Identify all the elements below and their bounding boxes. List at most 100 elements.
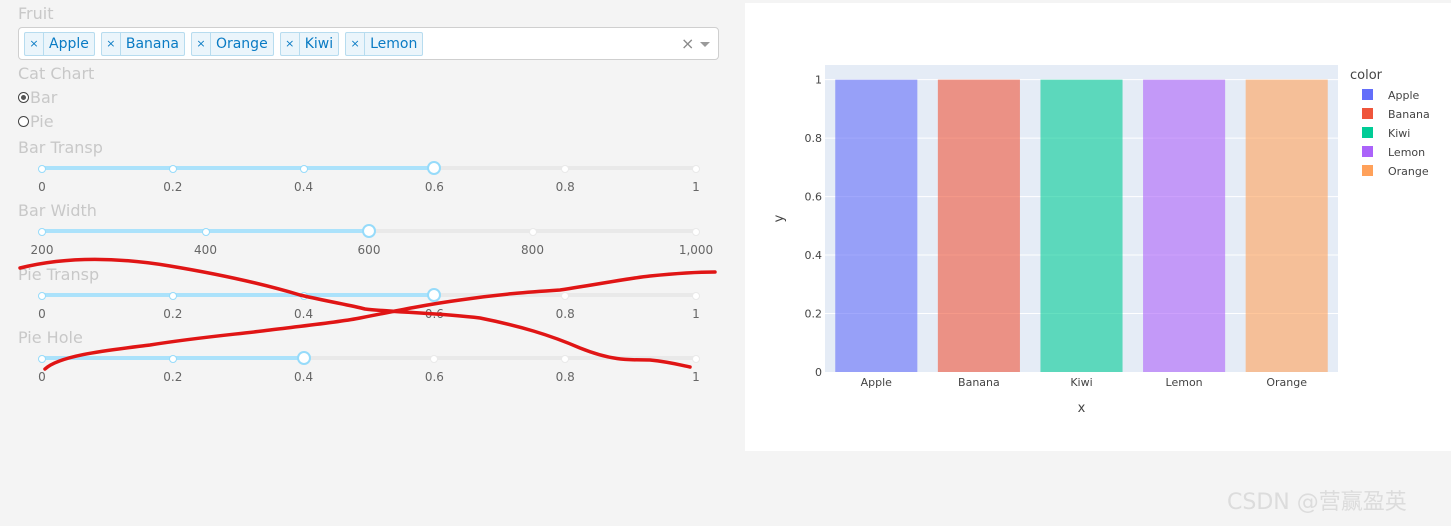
pie-hole-label: Pie Hole <box>18 328 83 347</box>
slider-dot[interactable] <box>299 292 308 300</box>
legend-swatch <box>1362 165 1373 176</box>
slider-mark-label[interactable]: 0.4 <box>294 370 314 384</box>
slider-mark-label[interactable]: 0 <box>38 370 46 384</box>
fruit-tag-label: Kiwi <box>304 36 334 52</box>
slider-dot[interactable] <box>299 165 308 173</box>
remove-tag-icon[interactable]: × <box>192 33 211 55</box>
slider-mark-label[interactable]: 0.2 <box>163 370 183 384</box>
slider-mark-label[interactable]: 200 <box>30 243 54 257</box>
slider-dot[interactable] <box>168 355 177 363</box>
legend-item-label: Kiwi <box>1388 127 1410 140</box>
x-tick-label: Apple <box>861 376 893 389</box>
slider-handle[interactable] <box>427 161 442 175</box>
legend-swatch <box>1362 146 1373 157</box>
fruit-dropdown[interactable]: × Apple × Banana × Orange × Kiwi × Lemon × <box>18 27 719 60</box>
slider-mark-label[interactable]: 0 <box>38 307 46 321</box>
slider-dot[interactable] <box>561 355 570 363</box>
slider-dot[interactable] <box>38 165 46 173</box>
remove-tag-icon[interactable]: × <box>25 33 44 55</box>
slider-handle[interactable] <box>362 224 376 238</box>
slider-handle[interactable] <box>296 351 311 365</box>
slider-mark-label[interactable]: 0.2 <box>163 307 183 321</box>
fruit-tag: × Apple <box>24 32 95 56</box>
slider-dot[interactable] <box>561 165 570 173</box>
slider-track <box>42 166 435 170</box>
legend-swatch <box>1362 108 1373 119</box>
x-tick-label: Kiwi <box>1070 376 1092 389</box>
slider-dot[interactable] <box>692 165 700 173</box>
slider-mark-label[interactable]: 400 <box>194 243 217 257</box>
y-tick-label: 0.8 <box>805 132 823 145</box>
pie-transp-label: Pie Transp <box>18 265 100 284</box>
slider-mark-label[interactable]: 0.8 <box>555 307 575 321</box>
x-axis-title: x <box>1078 401 1086 416</box>
bar <box>835 79 918 372</box>
fruit-tag: × Orange <box>190 32 274 56</box>
fruit-tag: × Kiwi <box>279 32 340 56</box>
radio-pie-circle[interactable] <box>18 116 29 127</box>
slider-dot[interactable] <box>201 228 210 236</box>
bar-width-slider[interactable]: 200 400 600 800 1,000 <box>31 224 713 265</box>
pie-transp-slider[interactable]: 0 0.2 0.4 0.6 0.8 1 <box>38 288 700 329</box>
x-tick-label: Banana <box>958 376 1000 389</box>
bar <box>937 79 1020 372</box>
slider-mark-label[interactable]: 0.2 <box>163 180 183 194</box>
bar-chart-panel: 0 0.2 0.4 0.6 0.8 1 Apple Banana Kiwi Lemon Orange… <box>745 3 1451 451</box>
y-axis-title: y <box>772 214 787 222</box>
slider-dot[interactable] <box>38 355 46 363</box>
bar <box>1143 79 1226 372</box>
slider-mark-label[interactable]: 0.4 <box>294 307 314 321</box>
watermark: CSDN @营赢盈英 <box>1227 490 1407 515</box>
slider-mark-label[interactable]: 0.8 <box>555 370 575 384</box>
fruit-tag-label: Lemon <box>370 36 418 52</box>
slider-dot[interactable] <box>168 292 177 300</box>
slider-dot[interactable] <box>561 292 570 300</box>
x-tick-label: Orange <box>1266 376 1307 389</box>
radio-bar-circle[interactable] <box>18 92 29 103</box>
fruit-label: Fruit <box>18 4 54 23</box>
remove-tag-icon[interactable]: × <box>346 33 366 55</box>
bar-transp-label: Bar Transp <box>18 138 103 157</box>
slider-dot[interactable] <box>38 292 46 300</box>
radio-bar-label[interactable]: Bar <box>30 88 58 107</box>
radio-pie[interactable]: Pie <box>18 112 54 131</box>
bar <box>1040 79 1123 372</box>
pie-hole-slider[interactable]: 0 0.2 0.4 0.6 0.8 1 <box>38 351 700 392</box>
slider-dot[interactable] <box>168 165 177 173</box>
clear-icon[interactable]: × <box>681 34 695 53</box>
slider-dot[interactable] <box>528 228 537 236</box>
chevron-down-icon[interactable] <box>700 42 710 47</box>
fruit-tags: × Apple × Banana × Orange × Kiwi × Lemon <box>24 32 424 56</box>
fruit-tag-label: Banana <box>125 36 179 52</box>
legend-item-label: Banana <box>1388 108 1430 121</box>
remove-tag-icon[interactable]: × <box>281 33 300 55</box>
slider-handle[interactable] <box>427 288 442 302</box>
cat-chart-label: Cat Chart <box>18 64 95 83</box>
radio-pie-label[interactable]: Pie <box>30 112 54 131</box>
slider-mark-label[interactable]: 600 <box>357 243 381 257</box>
remove-tag-icon[interactable]: × <box>102 33 121 55</box>
y-tick-label: 0.4 <box>805 249 823 262</box>
legend-item-label: Apple <box>1388 89 1420 102</box>
slider-mark-label[interactable]: 1,000 <box>678 243 714 257</box>
fruit-tag-label: Apple <box>49 36 89 52</box>
slider-mark-label[interactable]: 0 <box>38 180 46 194</box>
slider-mark-label[interactable]: 0.6 <box>424 180 444 194</box>
slider-dot[interactable] <box>692 355 700 363</box>
slider-dot[interactable] <box>430 355 439 363</box>
y-tick-label: 1 <box>815 74 822 87</box>
slider-mark-label[interactable]: 1 <box>692 370 700 384</box>
slider-mark-label[interactable]: 1 <box>692 307 700 321</box>
slider-mark-label[interactable]: 1 <box>692 180 700 194</box>
slider-mark-label[interactable]: 800 <box>521 243 544 257</box>
bar-transp-slider[interactable]: 0 0.2 0.4 0.6 0.8 1 <box>38 161 700 202</box>
slider-mark-label[interactable]: 0.8 <box>555 180 575 194</box>
radio-bar[interactable]: Bar <box>18 88 57 107</box>
slider-dot[interactable] <box>692 292 700 300</box>
slider-dot[interactable] <box>692 228 700 236</box>
slider-dot[interactable] <box>38 228 46 236</box>
slider-mark-label[interactable]: 0.4 <box>294 180 314 194</box>
fruit-tag: × Banana <box>100 32 185 56</box>
slider-mark-label[interactable]: 0.6 <box>424 370 444 384</box>
slider-mark-label[interactable]: 0.6 <box>424 307 444 321</box>
